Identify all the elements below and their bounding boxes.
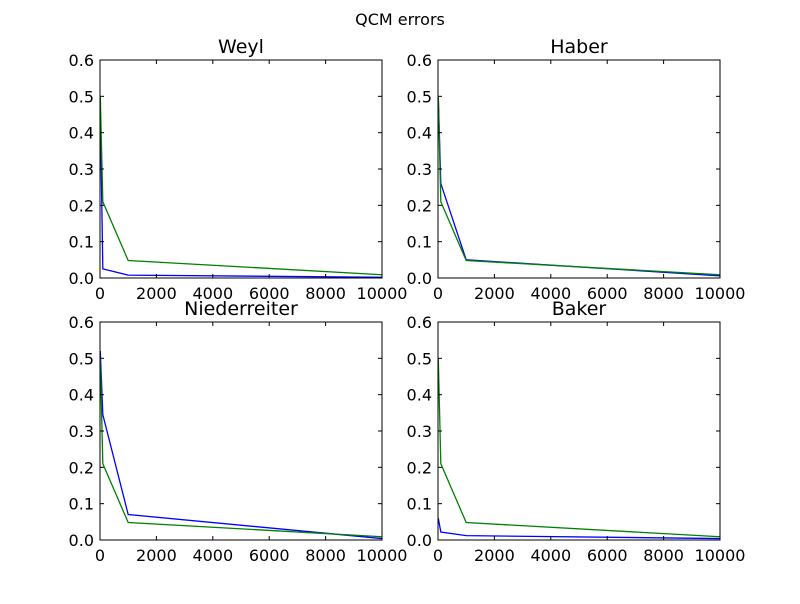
y-tick-label: 0.2 [69,458,94,477]
y-tick-label: 0.5 [69,349,94,368]
y-tick-label: 0.1 [407,495,432,514]
x-tick-label: 8000 [643,546,684,565]
axes-frame [99,321,383,541]
subplot-4: 0 2000 4000 6000 8000 10000 0.0 0.1 0.2 0.3 0.4 0.5… [407,298,746,565]
x-tick-label: 0 [433,546,443,565]
y-tick-label: 0.4 [69,386,94,405]
x-tick-label: 6000 [249,546,290,565]
x-tick-label: 0 [95,546,105,565]
y-tick-label: 0.4 [69,124,94,143]
x-tick-label: 2000 [136,546,177,565]
y-tick-label: 0.2 [69,196,94,215]
y-tick-label: 0.0 [407,269,432,288]
subplot-1: 0 2000 4000 6000 8000 10000 0.0 0.1 0.2 0.3 0.4 0.5… [69,36,408,303]
series-line-3-1 [99,351,383,540]
axes-frame [99,59,383,279]
x-tick-label: 2000 [474,546,515,565]
x-tick-label: 2000 [136,284,177,303]
y-tick-label: 0.1 [69,233,94,252]
x-tick-label: 6000 [249,284,290,303]
x-tick-label: 0 [95,284,105,303]
subplot-3: 0 2000 4000 6000 8000 10000 0.0 0.1 0.2 0.3 0.4 0.5… [69,298,408,565]
series-line-1-2 [99,96,383,276]
subplot-title: Haber [550,36,608,58]
subplot-title: Niederreiter [184,298,298,320]
y-tick-label: 0.6 [407,313,432,332]
x-tick-label: 10000 [357,546,408,565]
y-tick-label: 0.3 [407,160,432,179]
y-tick-label: 0.1 [69,495,94,514]
series-line-1-1 [99,107,383,278]
y-tick-label: 0.3 [69,422,94,441]
axes-frame [437,59,721,279]
x-tick-label: 6000 [587,284,628,303]
y-tick-label: 0.3 [407,422,432,441]
y-tick-label: 0.0 [69,269,94,288]
y-tick-label: 0.3 [69,160,94,179]
y-tick-label: 0.0 [69,531,94,550]
y-tick-label: 0.5 [407,87,432,106]
figure-title: QCM errors [355,10,445,29]
y-tick-label: 0.2 [407,196,432,215]
series-line-4-1 [437,518,721,540]
y-tick-label: 0.4 [407,124,432,143]
x-tick-label: 8000 [643,284,684,303]
series-line-2-2 [437,96,721,276]
y-tick-label: 0.6 [69,51,94,70]
x-tick-label: 4000 [530,284,571,303]
y-tick-label: 0.6 [407,51,432,70]
x-tick-label: 10000 [357,284,408,303]
y-tick-label: 0.0 [407,531,432,550]
series-line-4-2 [437,358,721,538]
y-tick-label: 0.5 [69,87,94,106]
x-tick-label: 10000 [695,546,746,565]
x-tick-label: 8000 [305,284,346,303]
series-line-2-1 [437,96,721,277]
axes-frame [437,321,721,541]
y-tick-label: 0.6 [69,313,94,332]
series-line-3-2 [99,358,383,538]
subplot-title: Weyl [218,36,264,58]
x-tick-label: 2000 [474,284,515,303]
x-tick-label: 10000 [695,284,746,303]
x-tick-label: 4000 [192,284,233,303]
x-tick-label: 6000 [587,546,628,565]
x-tick-label: 4000 [530,546,571,565]
y-tick-label: 0.5 [407,349,432,368]
x-tick-label: 0 [433,284,443,303]
x-tick-label: 4000 [192,546,233,565]
subplot-2: 0 2000 4000 6000 8000 10000 0.0 0.1 0.2 0.3 0.4 0.5… [407,36,746,303]
y-tick-label: 0.2 [407,458,432,477]
subplot-title: Baker [552,298,607,320]
y-tick-label: 0.1 [407,233,432,252]
x-tick-label: 8000 [305,546,346,565]
y-tick-label: 0.4 [407,386,432,405]
